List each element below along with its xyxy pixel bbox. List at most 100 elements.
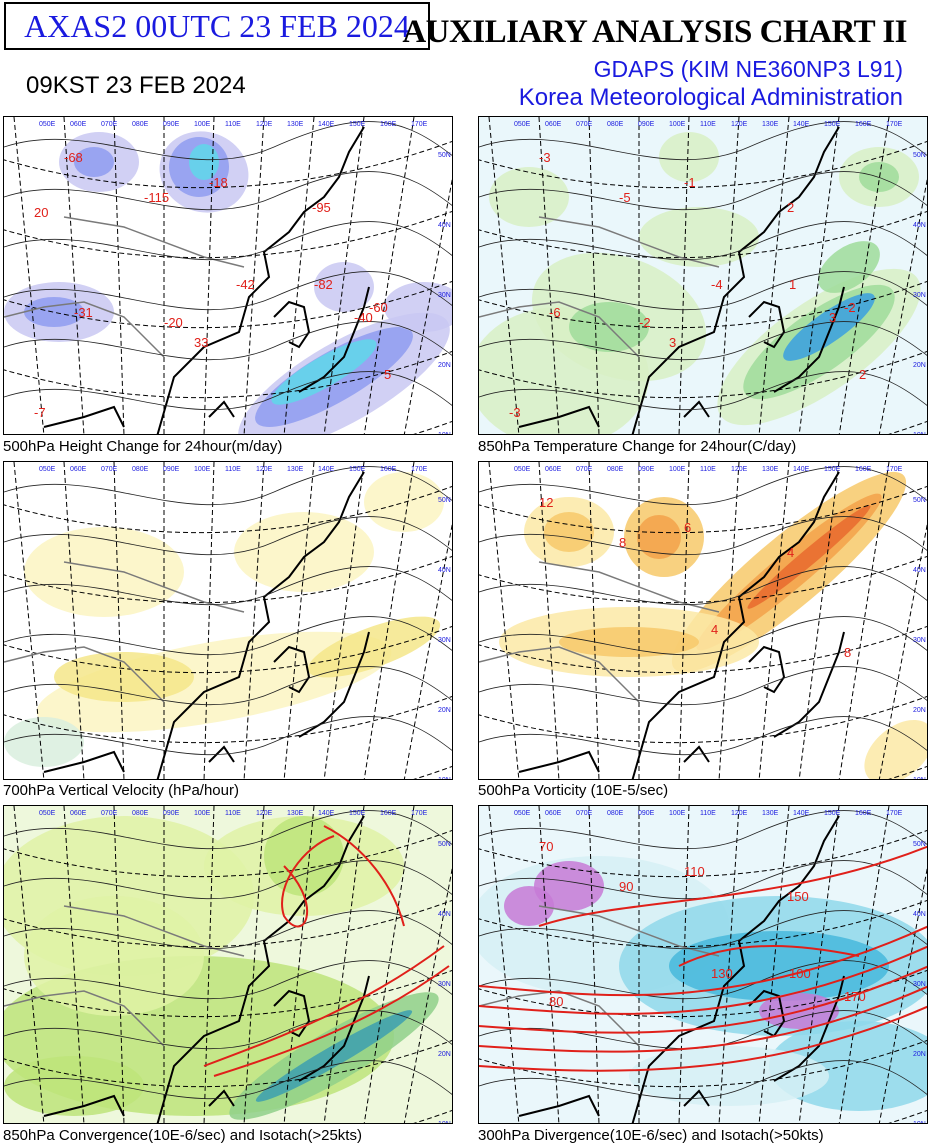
longitude-line — [538, 462, 560, 779]
coastline — [518, 815, 845, 1123]
latitude-line — [479, 695, 927, 744]
longitude-line — [283, 462, 315, 779]
country-borders — [4, 216, 245, 358]
coastline — [518, 126, 845, 434]
longitude-line — [758, 806, 790, 1123]
shaded-region — [384, 282, 452, 332]
graticule-labels: 050E 060E 070E 080E 090E 100E 110E 120E 130E 140E… — [514, 466, 926, 779]
longitude-tick-label: 130E — [287, 466, 304, 473]
longitude-tick-label: 150E — [824, 810, 841, 817]
contour-value-label: 3 — [829, 310, 836, 325]
latitude-tick-label: 30N — [913, 292, 926, 299]
longitude-line — [243, 117, 265, 434]
contour-value-label: 5 — [384, 367, 391, 382]
contour-value-label: -20 — [164, 315, 183, 330]
isotach-line — [479, 925, 927, 997]
country-borders — [479, 561, 720, 703]
latitude-line — [479, 555, 927, 604]
coastline — [43, 471, 370, 779]
longitude-line — [758, 462, 790, 779]
longitude-tick-label: 170E — [886, 810, 903, 817]
longitude-line — [363, 117, 415, 434]
caption-850hpa-convergence: 850hPa Convergence(10E-6/sec) and Isotac… — [3, 1127, 362, 1144]
lat-lon-grid — [4, 462, 452, 779]
contour-line — [479, 221, 927, 261]
latitude-tick-label: 40N — [438, 567, 451, 574]
latitude-line — [4, 350, 452, 399]
contour-line — [4, 910, 452, 950]
contour-value-label: -1 — [684, 175, 696, 190]
shaded-region — [489, 167, 569, 227]
lat-lon-grid — [4, 806, 452, 1123]
latitude-tick-label: 30N — [913, 637, 926, 644]
contour-lines — [479, 466, 927, 756]
contour-value-label: 12 — [539, 495, 553, 510]
model-name: GDAPS (KIM NE360NP3 L91) — [593, 56, 903, 82]
map-canvas: 050E 060E 070E 080E 090E 100E 110E 120E 130E 140E… — [4, 462, 452, 779]
longitude-line — [488, 462, 520, 779]
graticule-labels: 050E 060E 070E 080E 090E 100E 110E 120E 130E 140E… — [514, 121, 926, 434]
longitude-tick-label: 120E — [731, 810, 748, 817]
latitude-tick-label: 50N — [438, 841, 451, 848]
longitude-tick-label: 170E — [886, 466, 903, 473]
caption-850hpa-temperature-change: 850hPa Temperature Change for 24hour(C/d… — [478, 438, 797, 455]
longitude-line — [878, 867, 927, 1123]
longitude-tick-label: 060E — [545, 121, 562, 128]
contour-value-label: 80 — [549, 994, 563, 1009]
longitude-line — [538, 117, 560, 434]
contour-value-label: 3 — [669, 335, 676, 350]
contour-value-label: 8 — [844, 645, 851, 660]
latitude-line — [479, 625, 927, 674]
longitude-tick-label: 060E — [70, 121, 87, 128]
contour-value-label: -7 — [34, 405, 46, 420]
shaded-region — [54, 652, 194, 702]
latitude-line — [4, 1039, 452, 1088]
longitude-line — [283, 806, 315, 1123]
longitude-tick-label: 050E — [39, 466, 56, 473]
longitude-tick-label: 160E — [380, 121, 397, 128]
longitude-tick-label: 140E — [793, 810, 810, 817]
isotach-line — [479, 985, 927, 1053]
longitude-tick-label: 150E — [349, 121, 366, 128]
longitude-line — [13, 806, 45, 1123]
panel-850hpa-temperature-change: -3 -5 -1 -4 2 -2 1 -6 3 2 -3 -2 3 050E 060E 070E 080E 090… — [478, 116, 928, 435]
longitude-line — [878, 178, 927, 434]
isotach-line — [281, 835, 335, 928]
country-borders — [4, 905, 245, 1047]
longitude-line — [403, 523, 452, 779]
graticule-labels: 050E 060E 070E 080E 090E 100E 110E 120E 130E 140E… — [39, 466, 451, 779]
longitude-line — [323, 117, 365, 434]
latitude-line — [4, 210, 452, 259]
contour-value-label: 33 — [194, 335, 208, 350]
contour-lines — [4, 466, 452, 756]
contour-line — [4, 371, 452, 411]
shaded-region — [747, 505, 871, 609]
country-borders — [479, 905, 720, 1047]
longitude-line — [203, 462, 215, 779]
longitude-line — [798, 462, 840, 779]
longitude-line — [113, 117, 125, 434]
longitude-tick-label: 130E — [762, 466, 779, 473]
longitude-tick-label: 100E — [194, 121, 211, 128]
contour-line — [479, 910, 927, 950]
latitude-tick-label: 40N — [438, 911, 451, 918]
contour-line — [479, 271, 927, 311]
longitude-line — [798, 117, 840, 434]
shaded-region — [189, 144, 219, 180]
caption-300hpa-divergence: 300hPa Divergence(10E-6/sec) and Isotach… — [478, 1127, 824, 1144]
contour-line — [4, 1010, 452, 1050]
latitude-line — [479, 210, 927, 259]
latitude-tick-label: 40N — [913, 567, 926, 574]
latitude-tick-label: 10N — [438, 432, 451, 435]
shaded-field — [4, 131, 452, 434]
graticule-labels: 050E 060E 070E 080E 090E 100E 110E 120E 130E 140E… — [39, 121, 451, 435]
contour-value-label: 4 — [711, 622, 718, 637]
longitude-line — [588, 462, 600, 779]
panel-300hpa-divergence: 70 90 110 130 150 170 100 80 050E 060E 070E 080E 090… — [478, 805, 928, 1124]
isotach-lines — [203, 825, 450, 1077]
longitude-line — [488, 117, 520, 434]
latitude-tick-label: 50N — [438, 497, 451, 504]
caption-500hpa-height-change: 500hPa Height Change for 24hour(m/day) — [3, 438, 283, 455]
longitude-line — [243, 806, 265, 1123]
latitude-tick-label: 20N — [438, 1051, 451, 1058]
